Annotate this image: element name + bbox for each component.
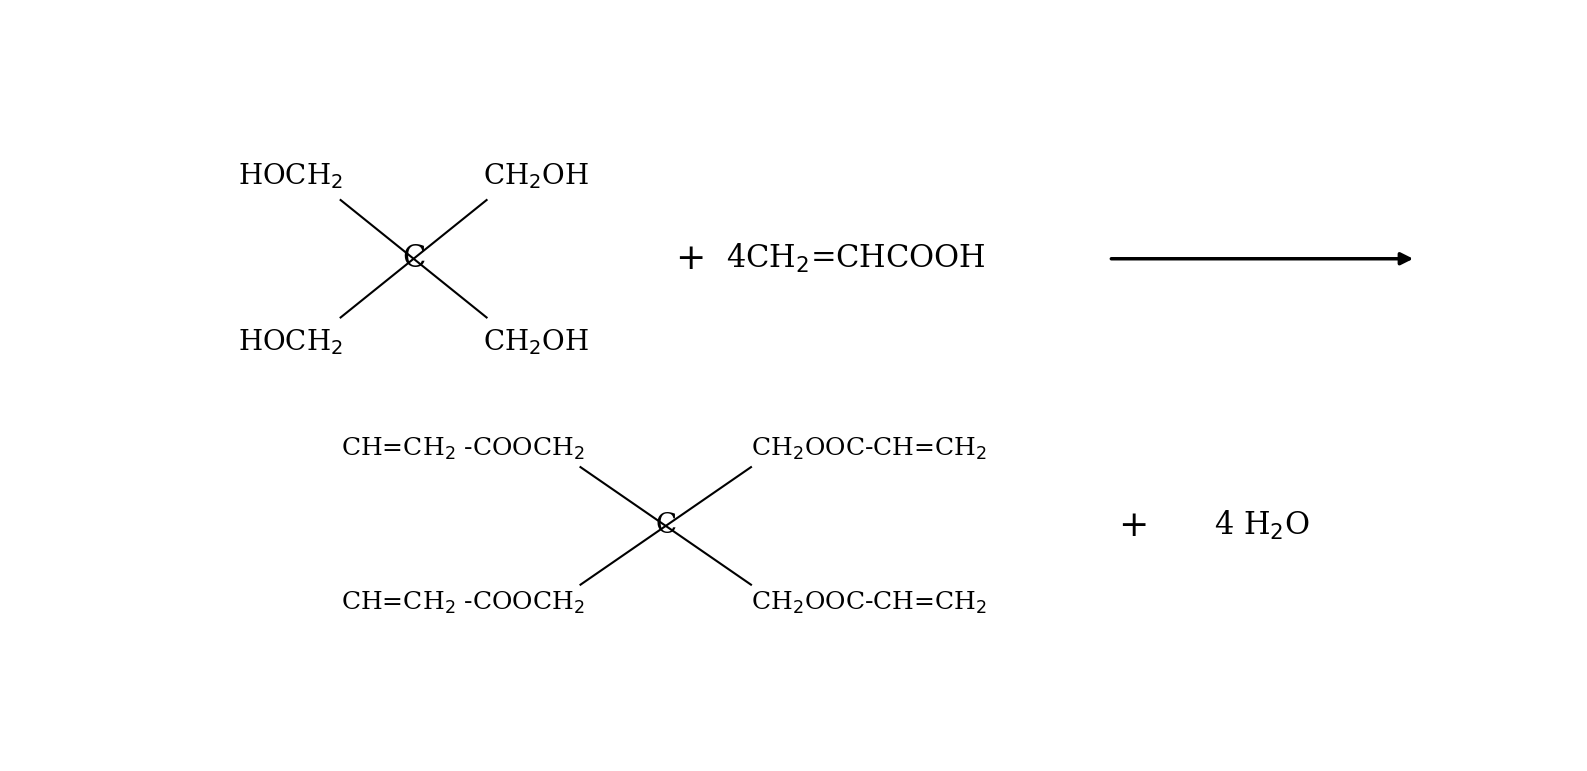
Text: +: + [674,242,706,276]
Text: CH=CH$_2$ -COOCH$_2$: CH=CH$_2$ -COOCH$_2$ [341,436,584,462]
Text: CH$_2$OH: CH$_2$OH [484,160,590,190]
Text: 4CH$_2$=CHCOOH: 4CH$_2$=CHCOOH [727,242,986,275]
Text: C: C [655,513,676,540]
Text: CH=CH$_2$ -COOCH$_2$: CH=CH$_2$ -COOCH$_2$ [341,590,584,616]
Text: HOCH$_2$: HOCH$_2$ [238,160,343,190]
Text: CH$_2$OOC-CH=CH$_2$: CH$_2$OOC-CH=CH$_2$ [751,436,987,462]
Text: +: + [1117,509,1149,543]
Text: 4 H$_2$O: 4 H$_2$O [1214,510,1311,543]
Text: CH$_2$OH: CH$_2$OH [484,327,590,357]
Text: HOCH$_2$: HOCH$_2$ [238,327,343,357]
Text: C: C [402,243,425,274]
Text: CH$_2$OOC-CH=CH$_2$: CH$_2$OOC-CH=CH$_2$ [751,590,987,616]
